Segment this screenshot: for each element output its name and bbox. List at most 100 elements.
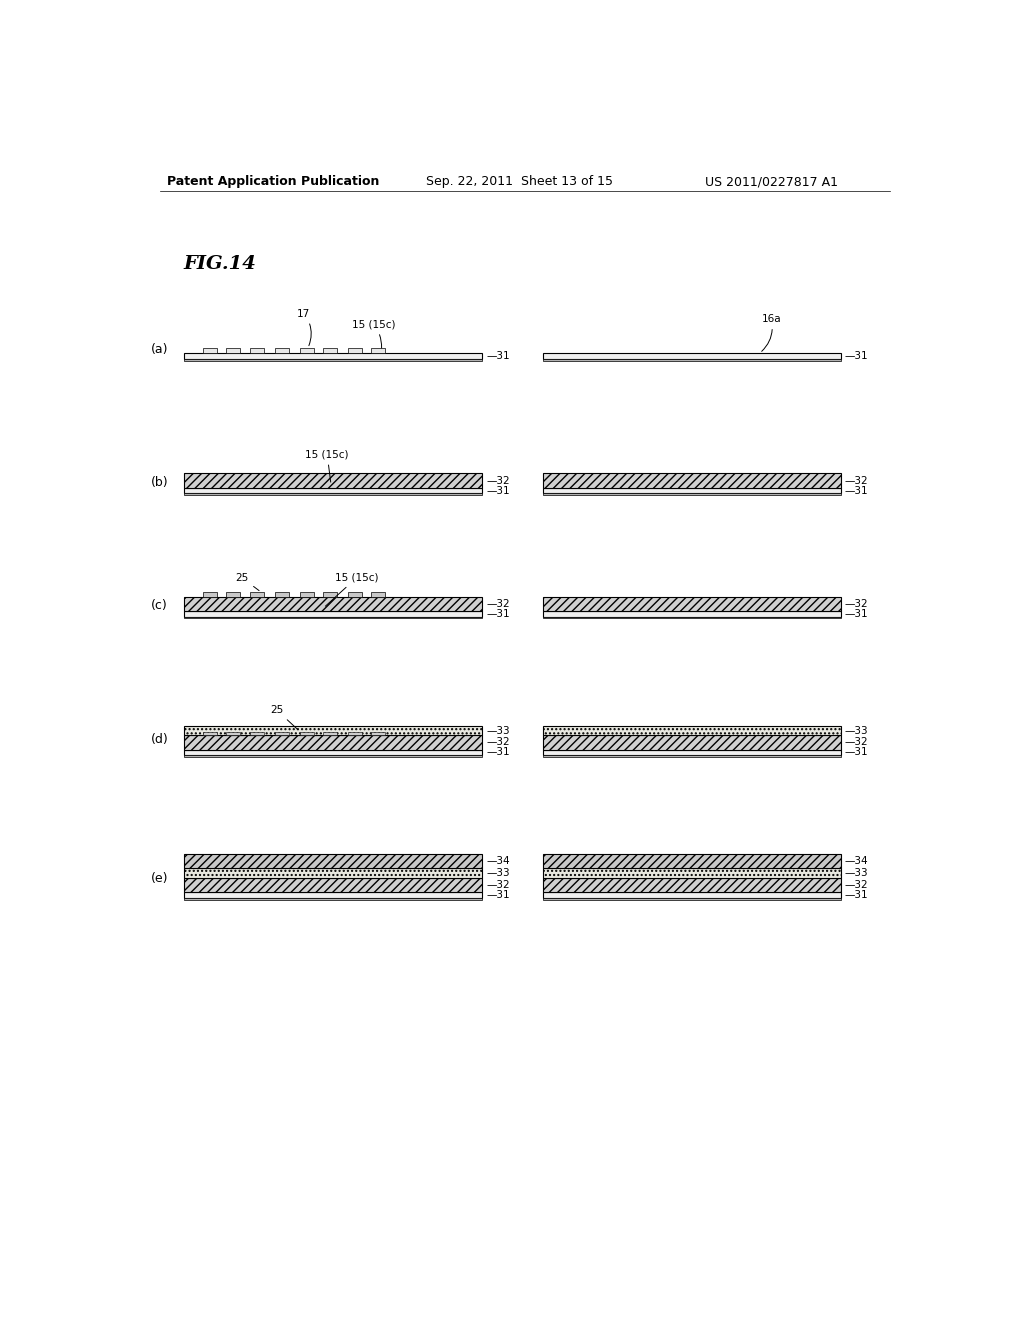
Bar [372, 731, 385, 735]
Bar [203, 746, 217, 750]
Text: 15 (15c): 15 (15c) [326, 573, 379, 606]
Text: (e): (e) [152, 871, 169, 884]
Text: —31: —31 [845, 609, 868, 619]
Text: (b): (b) [152, 477, 169, 490]
Bar [543, 878, 841, 892]
Bar [183, 488, 482, 494]
Text: —32: —32 [486, 880, 510, 890]
Bar [183, 755, 482, 758]
Bar [183, 735, 482, 750]
Bar [250, 607, 263, 611]
Text: —31: —31 [486, 351, 510, 360]
Bar [543, 750, 841, 755]
Text: (d): (d) [152, 733, 169, 746]
Bar [183, 494, 482, 495]
Text: —32: —32 [486, 599, 510, 609]
Bar [250, 888, 263, 892]
Text: —33: —33 [486, 869, 510, 878]
Bar [226, 888, 241, 892]
Text: —32: —32 [845, 475, 868, 486]
Bar [203, 593, 217, 597]
Bar [250, 484, 263, 488]
Bar [543, 735, 841, 750]
Text: —32: —32 [486, 738, 510, 747]
Bar [183, 359, 482, 360]
Bar [543, 474, 841, 488]
Bar [183, 354, 482, 359]
Bar [543, 755, 841, 758]
Bar [300, 731, 314, 735]
Bar [348, 348, 362, 354]
Bar [275, 888, 289, 892]
Bar [183, 726, 482, 735]
Bar [324, 484, 337, 488]
Bar [543, 854, 841, 869]
Bar [250, 593, 263, 597]
Text: —32: —32 [845, 880, 868, 890]
Bar [226, 484, 241, 488]
Text: —32: —32 [486, 475, 510, 486]
Bar [275, 348, 289, 354]
Bar [324, 607, 337, 611]
Bar [372, 888, 385, 892]
Bar [183, 597, 482, 611]
Bar [183, 854, 482, 869]
Bar [348, 607, 362, 611]
Bar [348, 888, 362, 892]
Bar [543, 359, 841, 360]
Bar [324, 348, 337, 354]
Text: —32: —32 [845, 599, 868, 609]
Bar [226, 348, 241, 354]
Text: —34: —34 [486, 857, 510, 866]
Bar [300, 593, 314, 597]
Text: —31: —31 [486, 609, 510, 619]
Bar [183, 474, 482, 488]
Bar [250, 731, 263, 735]
Bar [324, 746, 337, 750]
Text: —31: —31 [845, 890, 868, 900]
Text: —31: —31 [845, 486, 868, 495]
Bar [543, 597, 841, 611]
Bar [372, 607, 385, 611]
Text: —31: —31 [845, 351, 868, 360]
Text: —31: —31 [486, 486, 510, 495]
Bar [543, 726, 841, 735]
Bar [324, 731, 337, 735]
Bar [372, 484, 385, 488]
Text: 15 (15c): 15 (15c) [305, 450, 349, 482]
Text: FIG.14: FIG.14 [183, 255, 257, 273]
Text: —33: —33 [845, 869, 868, 878]
Bar [543, 892, 841, 898]
Bar [300, 348, 314, 354]
Bar [226, 607, 241, 611]
Text: (a): (a) [152, 343, 169, 356]
Bar [348, 731, 362, 735]
Bar [348, 484, 362, 488]
Bar [183, 869, 482, 878]
Bar [275, 746, 289, 750]
Bar [226, 746, 241, 750]
Bar [543, 611, 841, 616]
Text: —31: —31 [845, 747, 868, 758]
Bar [300, 607, 314, 611]
Bar [183, 750, 482, 755]
Bar [324, 593, 337, 597]
Bar [348, 746, 362, 750]
Bar [203, 888, 217, 892]
Text: US 2011/0227817 A1: US 2011/0227817 A1 [706, 176, 839, 189]
Text: 15 (15c): 15 (15c) [352, 319, 395, 348]
Text: (c): (c) [152, 599, 168, 612]
Text: —31: —31 [486, 747, 510, 758]
Text: —31: —31 [486, 890, 510, 900]
Bar [543, 488, 841, 494]
Bar [183, 616, 482, 619]
Bar [300, 484, 314, 488]
Bar [250, 348, 263, 354]
Bar [203, 348, 217, 354]
Text: Sep. 22, 2011  Sheet 13 of 15: Sep. 22, 2011 Sheet 13 of 15 [426, 176, 613, 189]
Bar [300, 746, 314, 750]
Text: —32: —32 [845, 738, 868, 747]
Text: —33: —33 [845, 726, 868, 735]
Bar [203, 484, 217, 488]
Bar [543, 494, 841, 495]
